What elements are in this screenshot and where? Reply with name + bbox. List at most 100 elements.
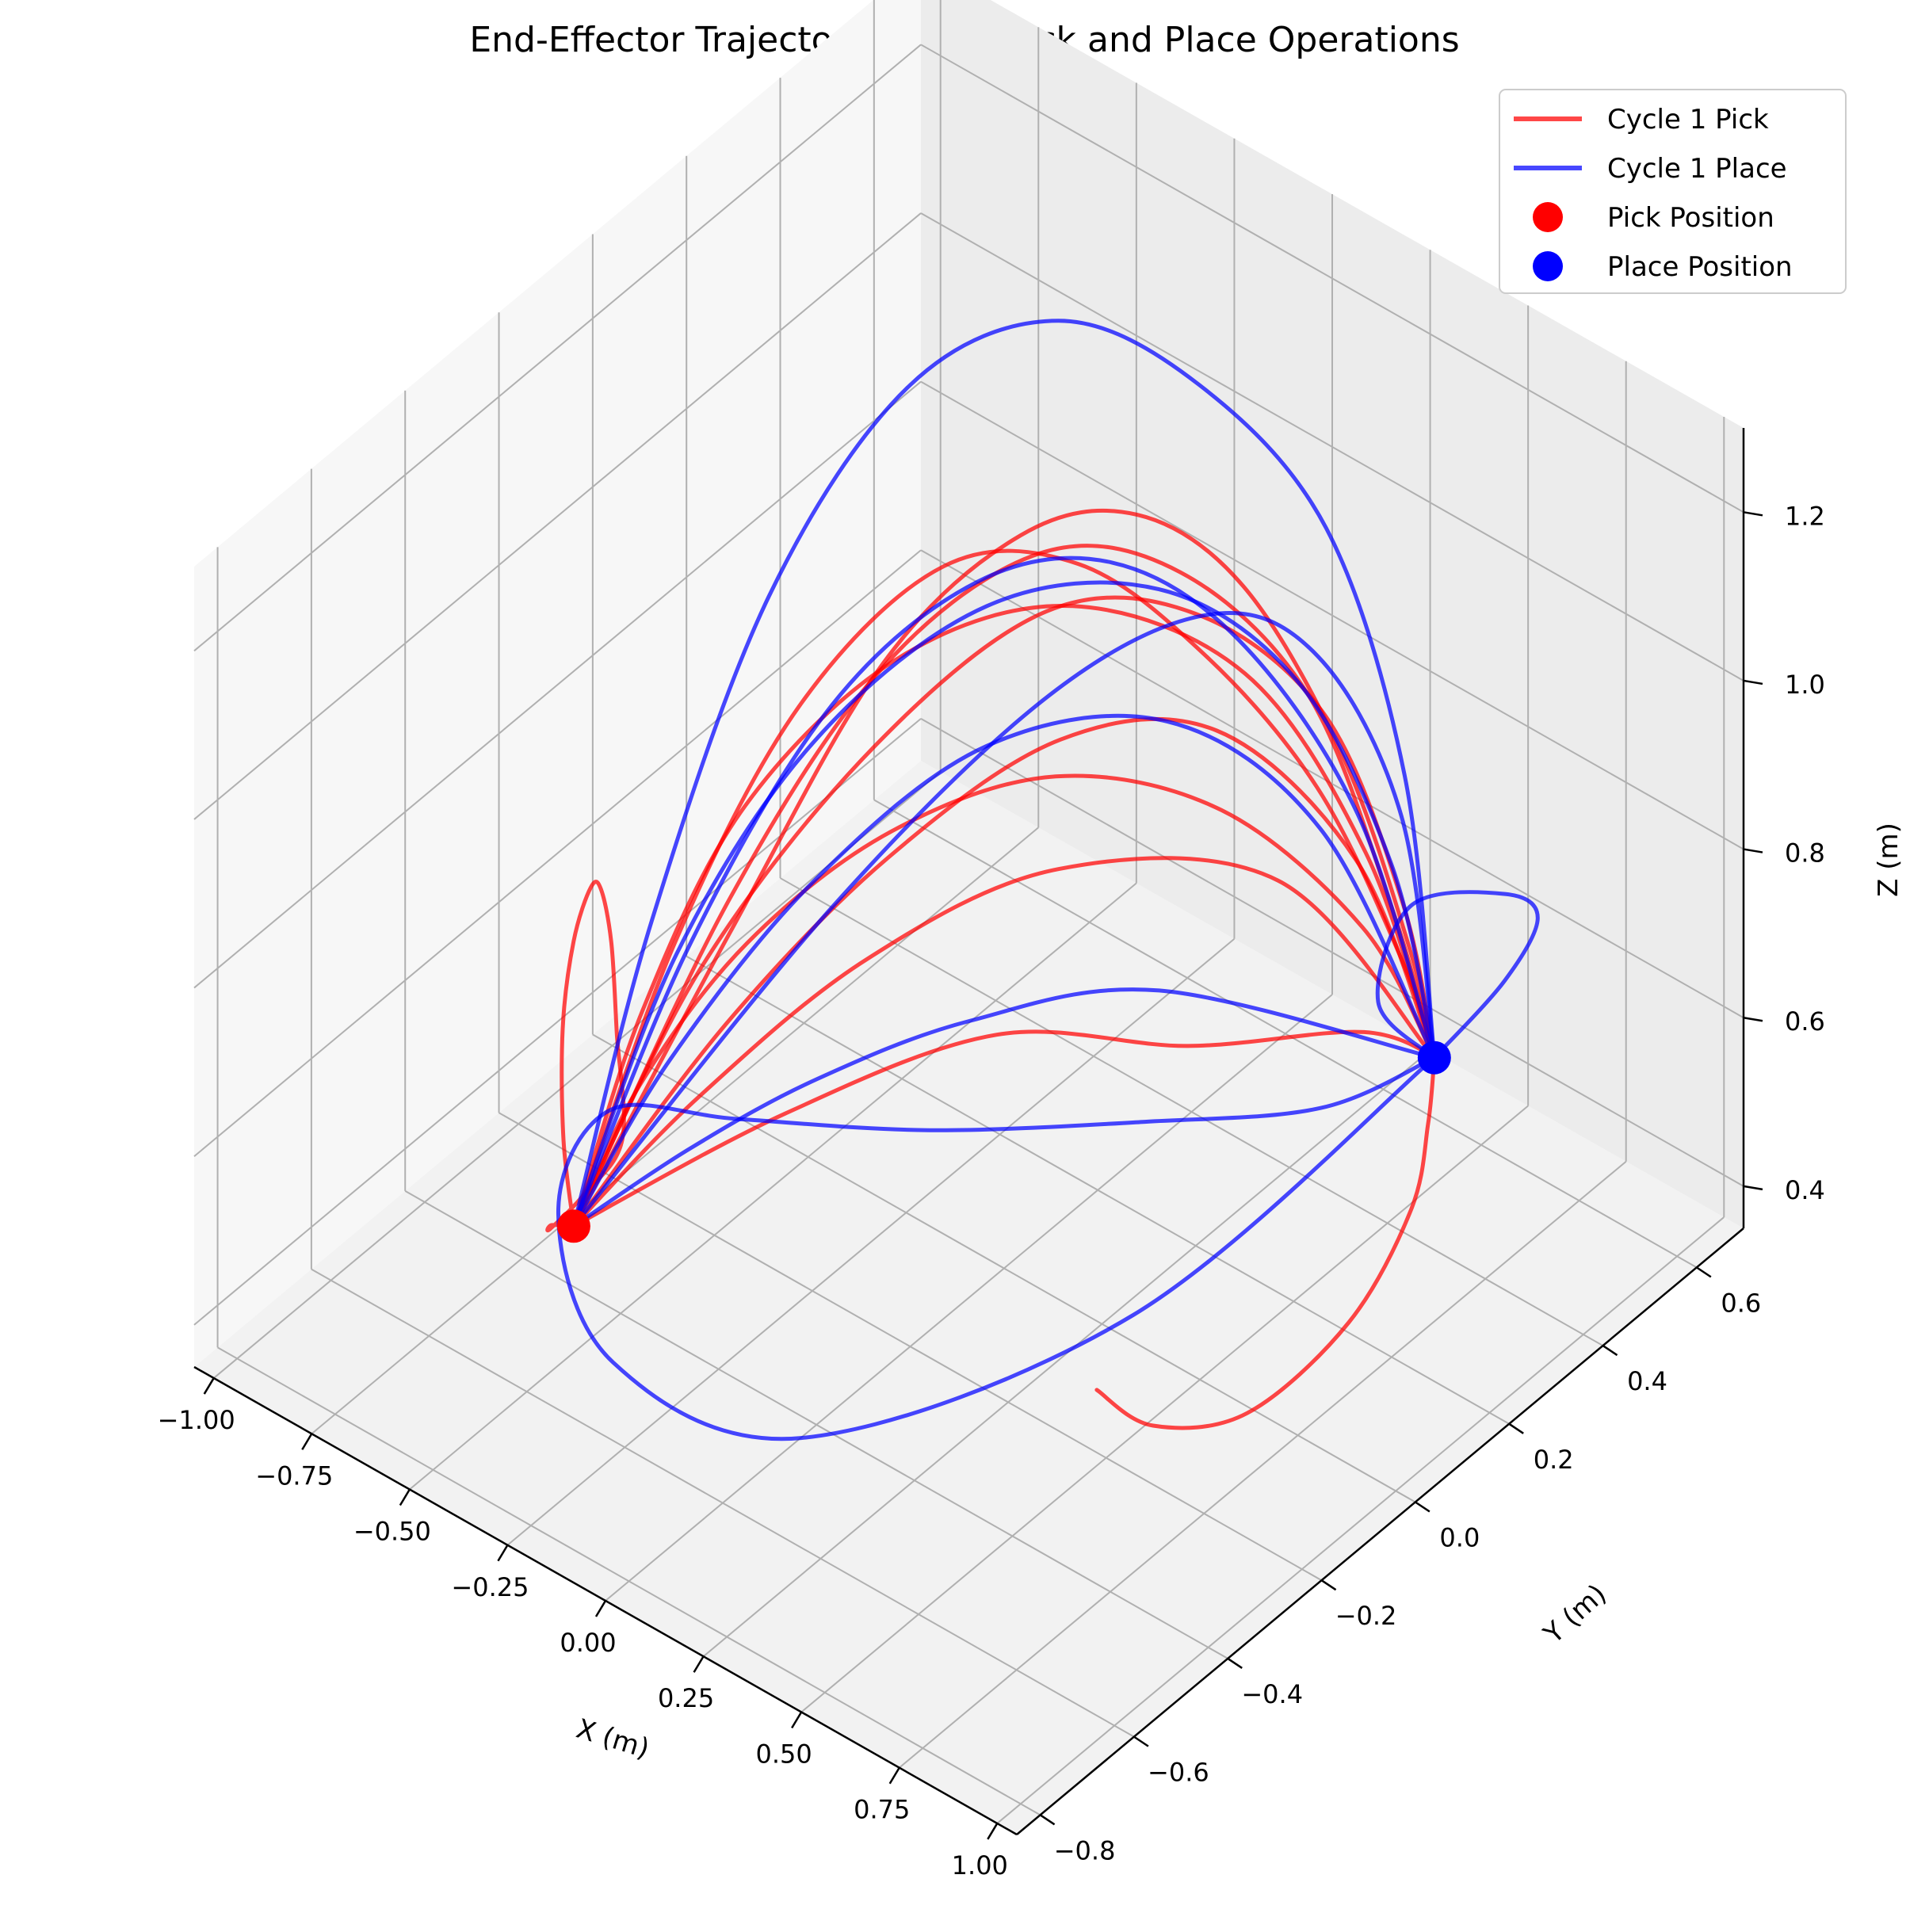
grid-line-x [800,1105,1529,1713]
grid-line-z [193,44,922,652]
y-tick-label: −0.4 [1241,1679,1303,1709]
y-tick [1602,1345,1618,1357]
grid-line-z [193,549,922,1157]
grid-line-z [920,380,1744,850]
place-trajectory [571,610,1437,1228]
pick-trajectory [571,508,1437,1228]
y-tick [1039,1814,1056,1826]
grid-line-z [920,549,1744,1019]
x-tick-label: 0.25 [658,1683,714,1713]
position-markers [556,1040,1451,1243]
place-trajectory [571,556,1437,1228]
y-tick-label: 0.2 [1534,1445,1574,1475]
z-tick [1743,1185,1763,1191]
grid-line-x [409,882,1137,1491]
pick-position-marker [556,1209,590,1243]
pick-trajectory [571,856,1437,1228]
place-trajectory [571,319,1437,1228]
place-trajectory [556,1056,1437,1441]
x-tick [987,1823,999,1840]
grid-line-z [193,718,922,1326]
grid-line-x [899,1160,1627,1769]
y-tick [1696,1266,1712,1278]
z-axis-label: Z (m) [1873,823,1904,897]
x-tick-label: 0.00 [560,1628,616,1658]
z-tick-label: 1.0 [1785,670,1825,700]
x-tick-label: −0.25 [451,1572,529,1602]
grid-line-x [996,1216,1725,1824]
legend-swatch-marker [1533,251,1563,281]
y-tick-label: 0.6 [1721,1288,1761,1318]
x-tick-label: −0.75 [255,1460,333,1491]
grid-line-y [217,1346,1041,1816]
y-tick-label: 0.4 [1627,1366,1667,1396]
place-trajectory [571,987,1437,1228]
y-tick [1133,1735,1149,1747]
x-tick [203,1377,215,1395]
x-tick [497,1544,509,1562]
legend-label: Place Position [1607,251,1793,283]
x-axis-label: X (m) [573,1713,653,1766]
place-trajectory [571,713,1437,1228]
x-tick [594,1600,607,1617]
pick-trajectory [571,716,1437,1228]
grid-lines [193,0,1744,1824]
grid-line-z [193,380,922,989]
grid-line-y [780,877,1604,1346]
grid-line-y [592,1033,1416,1503]
y-tick [1320,1579,1337,1591]
grid-line-y [686,955,1510,1425]
grid-line-x [213,771,942,1379]
tick-labels: −1.00−0.75−0.50−0.250.000.250.500.751.00… [158,501,1825,1880]
grid-line-y [311,1268,1135,1738]
legend-label: Cycle 1 Pick [1607,104,1769,136]
place-trajectory [571,580,1437,1228]
y-axis-label: Y (m) [1537,1578,1613,1650]
x-tick [301,1433,313,1450]
y-tick [1508,1422,1524,1434]
z-tick [1743,679,1763,685]
side-pane [194,0,921,1367]
x-tick-label: −0.50 [353,1517,431,1547]
z-tick-label: 0.8 [1785,838,1825,869]
grid-line-z [193,212,922,820]
y-tick [1415,1501,1431,1513]
grid-line-x [605,994,1333,1602]
y-tick-label: 0.0 [1439,1522,1480,1552]
x-tick-label: 1.00 [952,1850,1008,1880]
y-axis-line [1016,1228,1744,1835]
z-tick [1743,511,1763,517]
pick-trajectory [571,603,1437,1228]
z-tick-label: 0.4 [1785,1175,1825,1205]
legend-label: Cycle 1 Place [1607,153,1787,185]
x-tick-label: 0.50 [756,1739,812,1769]
legend-swatch-marker [1533,202,1563,232]
grid-line-y [404,1190,1228,1659]
series-layer [545,319,1540,1441]
grid-line-z [920,717,1744,1187]
z-tick [1743,848,1763,853]
pick-trajectory [1094,1056,1437,1430]
grid-line-z [920,212,1744,682]
z-tick-label: 1.2 [1785,501,1825,531]
y-tick [1227,1657,1243,1669]
x-tick-label: −1.00 [158,1405,235,1435]
z-tick [1743,1016,1763,1022]
legend-label: Pick Position [1607,202,1774,234]
x-tick-label: 0.75 [854,1795,910,1825]
x-tick [791,1711,803,1729]
place-trajectory [1375,890,1540,1060]
x-tick [399,1488,411,1506]
z-tick-label: 0.6 [1785,1006,1825,1037]
y-tick-label: −0.2 [1335,1601,1397,1631]
legend-frame [1499,89,1847,294]
y-tick-label: −0.8 [1054,1835,1116,1865]
y-tick-label: −0.6 [1148,1758,1209,1788]
grid-line-y [873,799,1698,1269]
place-position-marker [1417,1040,1451,1075]
x-tick [693,1655,705,1673]
legend: Cycle 1 Pick Cycle 1 Place Pick Position Pl… [1499,89,1847,294]
grid-line-z [920,44,1744,514]
